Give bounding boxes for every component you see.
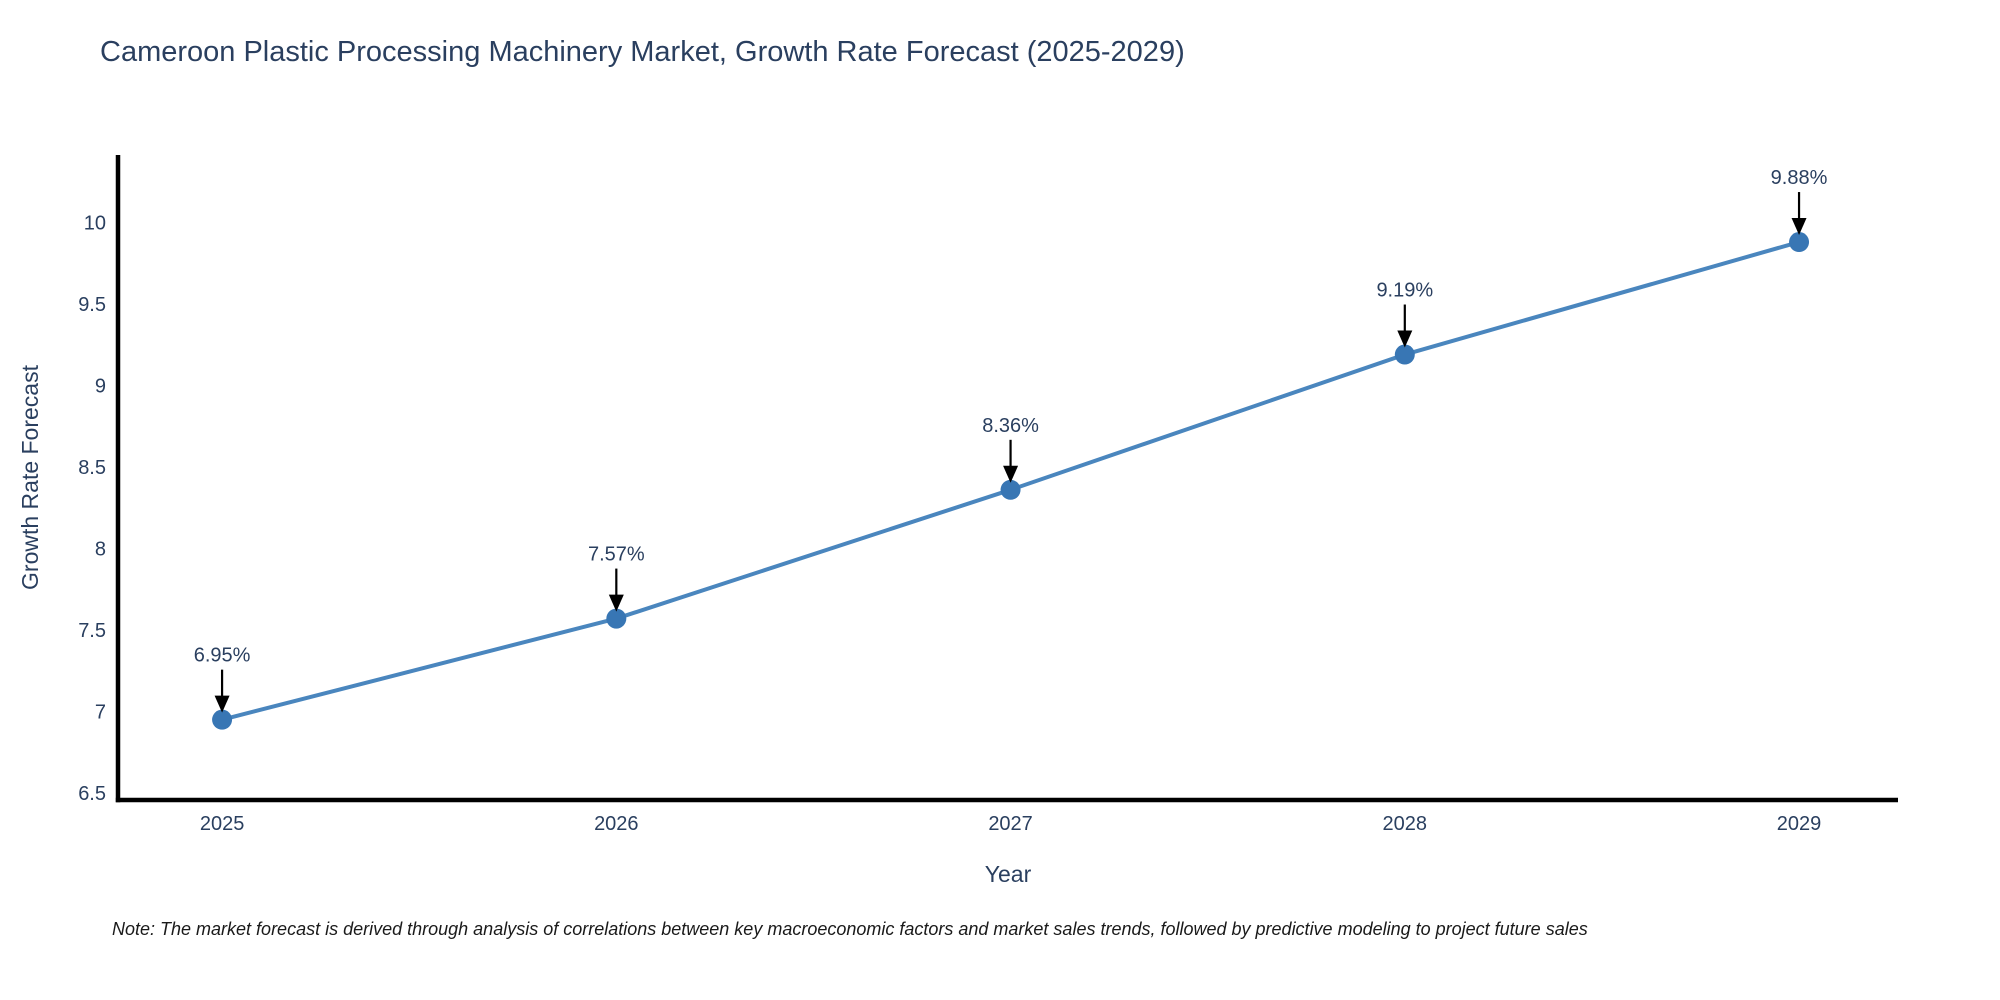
point-value-label: 9.88%	[1771, 167, 1828, 189]
point-value-label: 8.36%	[982, 415, 1039, 437]
annotation-arrowhead	[608, 594, 624, 612]
y-tick-label: 7.5	[78, 620, 106, 642]
data-point-marker	[1394, 344, 1415, 365]
x-tick-label: 2029	[1777, 813, 1822, 835]
y-tick-label: 10	[84, 212, 106, 234]
data-point-marker	[606, 608, 627, 629]
y-tick-label: 6.5	[78, 783, 106, 805]
data-point-marker	[212, 709, 233, 730]
y-tick-label: 9.5	[78, 294, 106, 316]
y-axis-title: Growth Rate Forecast	[17, 364, 43, 590]
point-value-label: 9.19%	[1376, 280, 1433, 302]
point-value-label: 6.95%	[194, 645, 251, 667]
y-tick-label: 7	[95, 701, 106, 723]
annotation-arrowhead	[1003, 465, 1019, 483]
x-axis-title: Year	[985, 861, 1032, 887]
x-tick-label: 2025	[200, 813, 245, 835]
annotation-arrowhead	[1397, 330, 1413, 348]
x-tick-label: 2027	[988, 813, 1033, 835]
data-point-marker	[1789, 232, 1810, 253]
y-tick-label: 8.5	[78, 457, 106, 479]
annotation-arrowhead	[214, 695, 230, 713]
y-tick-label: 8	[95, 538, 106, 560]
chart-title: Cameroon Plastic Processing Machinery Ma…	[100, 36, 1185, 68]
point-value-label: 7.57%	[588, 544, 645, 566]
footnote: Note: The market forecast is derived thr…	[112, 919, 1588, 939]
x-tick-label: 2026	[594, 813, 639, 835]
y-tick-label: 9	[95, 375, 106, 397]
data-point-marker	[1000, 479, 1021, 500]
x-tick-label: 2028	[1383, 813, 1428, 835]
annotation-arrowhead	[1791, 218, 1807, 236]
